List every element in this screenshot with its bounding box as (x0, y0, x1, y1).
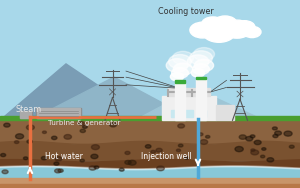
Bar (175, 83, 185, 120)
Circle shape (273, 134, 278, 138)
Circle shape (200, 140, 208, 144)
Text: Injection well: Injection well (141, 152, 192, 161)
Circle shape (55, 169, 61, 173)
Circle shape (194, 59, 214, 71)
Circle shape (16, 134, 24, 139)
Circle shape (23, 157, 28, 160)
Circle shape (41, 156, 47, 160)
Circle shape (26, 125, 34, 130)
Circle shape (92, 145, 99, 150)
Polygon shape (135, 88, 264, 120)
Circle shape (178, 144, 183, 147)
Bar (162, 96, 216, 120)
Circle shape (284, 131, 292, 136)
Bar (171, 110, 179, 117)
Circle shape (110, 122, 117, 127)
Circle shape (251, 149, 255, 151)
Circle shape (166, 59, 188, 72)
Circle shape (202, 17, 224, 31)
Circle shape (254, 140, 261, 145)
Circle shape (54, 162, 59, 165)
Bar (196, 77, 206, 79)
Circle shape (262, 148, 266, 150)
Circle shape (55, 157, 62, 161)
Circle shape (58, 169, 63, 172)
Circle shape (94, 166, 99, 169)
Circle shape (190, 51, 212, 65)
Circle shape (275, 131, 281, 135)
Circle shape (119, 168, 124, 171)
Circle shape (151, 150, 155, 153)
Circle shape (194, 48, 214, 61)
Circle shape (43, 131, 46, 133)
Circle shape (156, 148, 162, 152)
Circle shape (80, 159, 84, 162)
Circle shape (52, 136, 57, 140)
Circle shape (82, 125, 87, 128)
Circle shape (64, 135, 71, 139)
Circle shape (125, 160, 131, 164)
Polygon shape (30, 77, 195, 120)
Circle shape (234, 21, 255, 34)
Circle shape (2, 170, 8, 174)
Text: Turbine & generator: Turbine & generator (48, 120, 121, 126)
Bar (20, 111, 31, 118)
Circle shape (157, 166, 164, 171)
Circle shape (272, 127, 277, 130)
Circle shape (128, 160, 136, 165)
Circle shape (289, 145, 294, 148)
Bar (0, 116, 300, 120)
Circle shape (172, 68, 188, 78)
Bar (0, 120, 300, 143)
Circle shape (202, 22, 236, 42)
Circle shape (80, 129, 86, 133)
Bar (168, 88, 210, 96)
Text: Cooling tower: Cooling tower (158, 7, 214, 16)
Circle shape (125, 151, 130, 155)
Bar (0, 0, 300, 120)
Bar (198, 110, 206, 117)
Text: Hot water: Hot water (45, 152, 83, 161)
Text: Steam: Steam (15, 105, 41, 114)
Circle shape (173, 63, 193, 75)
Bar (20, 111, 32, 118)
Circle shape (145, 145, 151, 148)
Circle shape (187, 55, 209, 68)
Circle shape (261, 155, 265, 158)
Circle shape (213, 16, 237, 31)
Circle shape (89, 166, 96, 170)
Bar (36, 108, 81, 118)
Circle shape (27, 140, 32, 143)
Circle shape (243, 26, 261, 38)
Circle shape (267, 158, 274, 162)
Circle shape (184, 157, 189, 159)
Circle shape (14, 141, 19, 143)
Circle shape (191, 69, 205, 77)
Circle shape (250, 135, 255, 138)
Circle shape (1, 153, 6, 157)
Circle shape (176, 149, 181, 152)
Circle shape (193, 64, 209, 74)
Circle shape (172, 51, 194, 64)
Circle shape (91, 154, 98, 159)
Circle shape (4, 123, 10, 127)
Circle shape (246, 136, 253, 141)
Circle shape (190, 22, 215, 38)
Bar (196, 79, 206, 120)
Bar (184, 110, 193, 117)
Bar (37, 108, 80, 118)
Circle shape (169, 55, 191, 69)
Circle shape (235, 146, 243, 152)
Circle shape (198, 133, 203, 136)
Bar (175, 80, 185, 83)
Circle shape (251, 150, 259, 155)
Bar (216, 105, 234, 120)
Circle shape (170, 73, 184, 81)
Circle shape (178, 124, 184, 128)
Circle shape (79, 122, 84, 125)
Circle shape (239, 135, 246, 139)
Circle shape (206, 136, 210, 138)
Circle shape (223, 20, 251, 38)
Polygon shape (0, 64, 150, 120)
